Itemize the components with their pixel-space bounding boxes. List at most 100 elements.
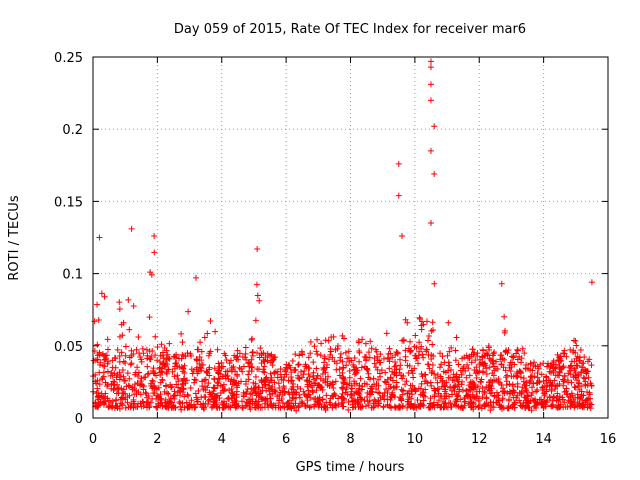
- data-point: [491, 363, 498, 370]
- data-point-peak: [395, 192, 402, 199]
- data-point: [339, 369, 346, 376]
- data-point: [158, 341, 165, 348]
- data-point: [500, 388, 507, 395]
- data-point: [465, 400, 472, 407]
- data-point: [573, 362, 580, 369]
- data-point: [577, 393, 584, 400]
- data-point: [109, 364, 116, 371]
- data-point: [130, 303, 137, 310]
- data-point: [205, 380, 212, 387]
- data-point-peak: [498, 280, 505, 287]
- data-point: [94, 356, 101, 363]
- data-point: [382, 369, 389, 376]
- data-point: [465, 365, 472, 372]
- data-point: [115, 384, 122, 391]
- data-point: [375, 402, 382, 409]
- data-point: [202, 394, 209, 401]
- data-point: [103, 352, 110, 359]
- data-point: [246, 397, 253, 404]
- data-point: [340, 365, 347, 372]
- data-point: [321, 355, 328, 362]
- data-point: [572, 337, 579, 344]
- data-point: [486, 355, 493, 362]
- data-point: [456, 386, 463, 393]
- data-point: [122, 360, 129, 367]
- data-point: [117, 400, 124, 407]
- data-point: [467, 386, 474, 393]
- data-point: [422, 371, 429, 378]
- data-point: [332, 378, 339, 385]
- data-point: [246, 404, 253, 411]
- data-point: [516, 353, 523, 360]
- data-point-peak: [588, 279, 595, 286]
- data-point: [448, 403, 455, 410]
- data-point: [560, 404, 567, 411]
- data-point: [489, 370, 496, 377]
- data-point: [488, 383, 495, 390]
- data-point: [503, 378, 510, 385]
- data-point: [420, 397, 427, 404]
- data-point: [180, 377, 187, 384]
- data-point: [305, 354, 312, 361]
- data-point: [527, 366, 534, 373]
- data-point: [466, 382, 473, 389]
- data-point: [567, 402, 574, 409]
- data-point: [474, 383, 481, 390]
- data-point: [357, 394, 364, 401]
- data-point: [396, 404, 403, 411]
- data-point: [371, 355, 378, 362]
- data-point: [391, 369, 398, 376]
- data-point: [431, 399, 438, 406]
- data-point: [451, 388, 458, 395]
- data-point: [419, 351, 426, 358]
- data-point: [397, 395, 404, 402]
- data-point: [574, 371, 581, 378]
- data-point-peak: [427, 64, 434, 71]
- data-point: [557, 353, 564, 360]
- data-point: [496, 401, 503, 408]
- data-point: [118, 394, 125, 401]
- data-point: [577, 347, 584, 354]
- data-point: [425, 361, 432, 368]
- data-point: [399, 375, 406, 382]
- data-point: [499, 355, 506, 362]
- data-point: [574, 398, 581, 405]
- data-point: [332, 402, 339, 409]
- data-point: [339, 358, 346, 365]
- data-point: [391, 403, 398, 410]
- data-point: [214, 346, 221, 353]
- data-point: [340, 403, 347, 410]
- data-point: [485, 344, 492, 351]
- data-point: [416, 314, 423, 321]
- data-point: [262, 397, 269, 404]
- data-point: [486, 382, 493, 389]
- data-point: [207, 348, 214, 355]
- data-point: [291, 389, 298, 396]
- data-point: [455, 378, 462, 385]
- data-point: [262, 381, 269, 388]
- data-point: [479, 393, 486, 400]
- data-point: [338, 384, 345, 391]
- data-point: [466, 355, 473, 362]
- data-point: [254, 366, 261, 373]
- data-point: [404, 319, 411, 326]
- data-point: [546, 363, 553, 370]
- data-point: [167, 384, 174, 391]
- data-point: [478, 405, 485, 412]
- data-point: [314, 382, 321, 389]
- data-point: [96, 369, 103, 376]
- data-point: [146, 314, 153, 321]
- data-point-peak: [427, 81, 434, 88]
- data-point: [498, 352, 505, 359]
- data-point: [581, 404, 588, 411]
- data-point: [310, 369, 317, 376]
- data-point: [345, 399, 352, 406]
- data-point: [561, 399, 568, 406]
- data-point: [534, 386, 541, 393]
- data-point: [104, 368, 111, 375]
- data-point: [343, 384, 350, 391]
- grid: [93, 57, 608, 418]
- data-point: [269, 357, 276, 364]
- data-point: [446, 362, 453, 369]
- data-point: [311, 343, 318, 350]
